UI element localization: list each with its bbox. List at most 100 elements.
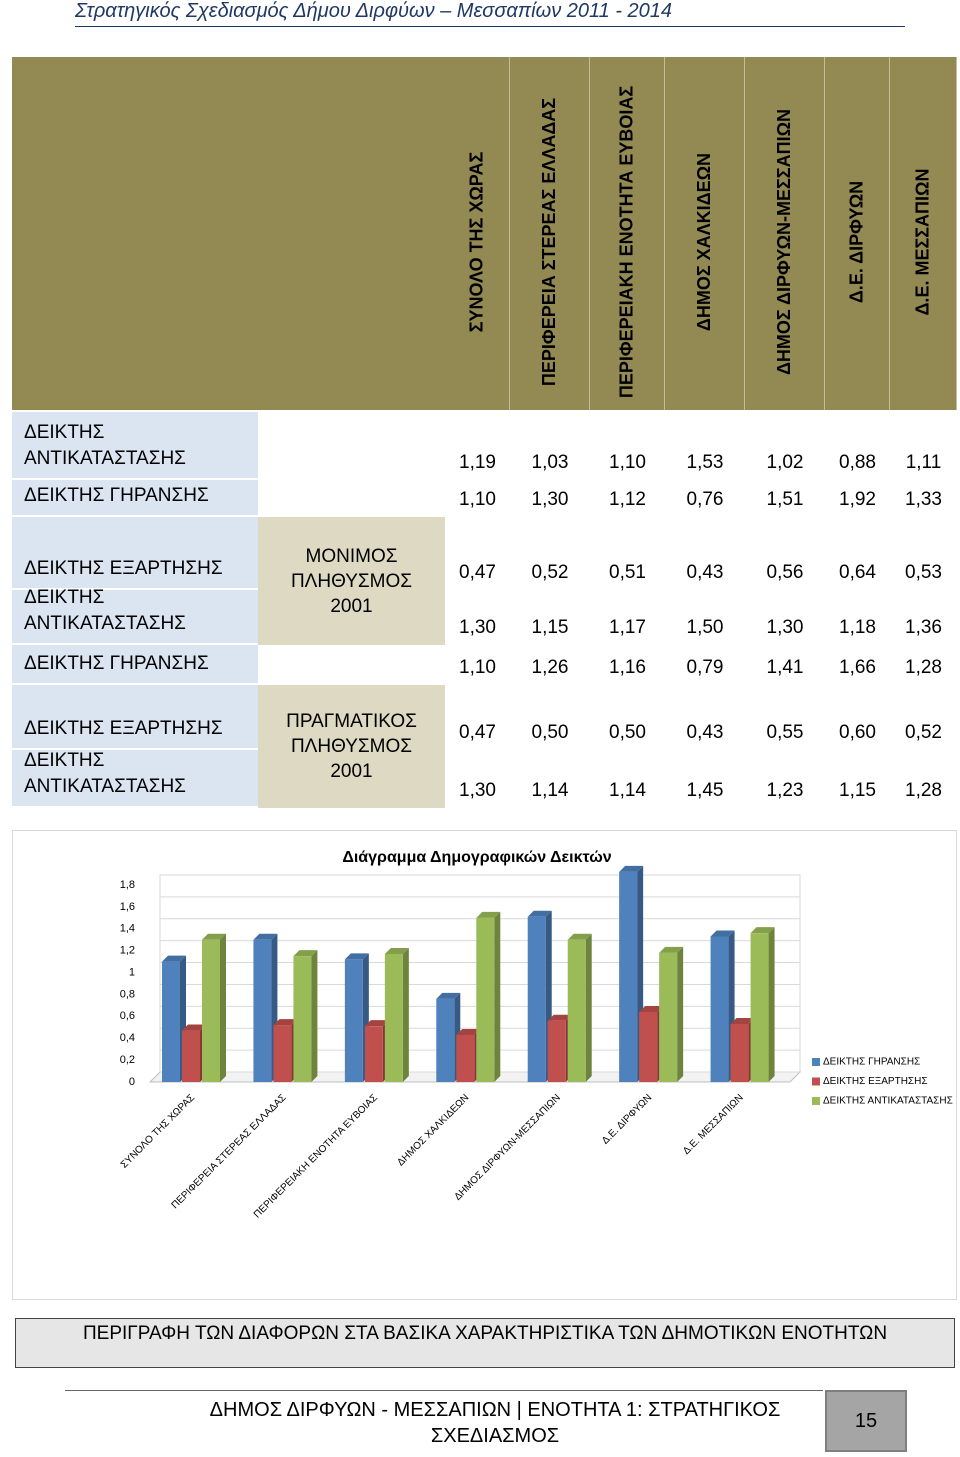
bar-top <box>293 950 318 957</box>
legend-swatch <box>812 1077 820 1086</box>
header-title: Στρατηγικός Σχεδιασμός Δήμου Διρφύων – Μ… <box>75 0 673 22</box>
bar-top <box>273 1019 298 1026</box>
cell-value: 0,47 <box>459 562 496 583</box>
cell-value: 0,47 <box>459 722 496 743</box>
bar <box>436 998 455 1082</box>
bar <box>182 1030 200 1082</box>
column-divider <box>509 57 510 410</box>
bar <box>619 871 638 1082</box>
header-band <box>12 57 957 410</box>
row-label: ΔΕΙΚΤΗΣ ΑΝΤΙΚΑΤΑΣΤΑΣΗΣ <box>12 587 258 645</box>
cell-value: 1,66 <box>839 657 876 678</box>
section-title: ΠΕΡΙΓΡΑΦΗ ΤΩΝ ΔΙΑΦΟΡΩΝ ΣΤΑ ΒΑΣΙΚΑ ΧΑΡΑΚΤ… <box>15 1318 955 1368</box>
column-header: ΣΥΝΟΛΟ ΤΗΣ ΧΩΡΑΣ <box>466 152 486 333</box>
cell-value: 1,41 <box>766 657 804 678</box>
cell-value: 1,30 <box>531 489 569 510</box>
bar <box>527 916 546 1082</box>
bar-top <box>476 911 501 918</box>
bar-side <box>311 950 318 1082</box>
y-tick-label: 1,2 <box>120 945 135 957</box>
bar <box>273 1025 292 1082</box>
legend-swatch <box>812 1058 820 1066</box>
x-tick-label: ΣΥΝΟΛΟ ΤΗΣ ΧΩΡΑΣ <box>119 1092 197 1170</box>
bar-side <box>768 927 775 1082</box>
bar-top <box>253 933 278 940</box>
cell-value: 1,02 <box>766 452 804 473</box>
cell-value: 0,60 <box>839 722 876 743</box>
bar <box>253 939 272 1082</box>
x-tick-label: ΔΗΜΟΣ ΔΙΡΦΥΩΝ-ΜΕΣΣΑΠΙΩΝ <box>452 1092 562 1202</box>
y-tick-label: 0,4 <box>120 1032 135 1044</box>
bar <box>202 939 220 1082</box>
bar-top <box>547 1014 572 1021</box>
legend-label: ΔΕΙΚΤΗΣ ΓΗΡΑΝΣΗΣ <box>823 1057 920 1068</box>
header-rule <box>75 26 905 27</box>
cell-value: 0,52 <box>905 722 942 743</box>
bar-top <box>750 927 775 934</box>
bar <box>364 1026 383 1082</box>
bar <box>476 917 495 1082</box>
cell-value: 1,51 <box>766 489 804 510</box>
cell-value: 1,92 <box>839 489 876 510</box>
group-label: ΠΡΑΓΜΑΤΙΚΟΣ ΠΛΗΘΥΣΜΟΣ 2001 <box>258 685 445 808</box>
y-tick-label: 1,8 <box>120 879 135 891</box>
legend-label: ΔΕΙΚΤΗΣ ΕΞΑΡΤΗΣΗΣ <box>823 1076 928 1087</box>
cell-value: 1,14 <box>531 780 569 801</box>
column-header: Δ.Ε. ΜΕΣΣΑΠΙΩΝ <box>912 169 932 316</box>
bar <box>456 1034 475 1082</box>
legend-label: ΔΕΙΚΤΗΣ ΑΝΤΙΚΑΤΑΣΤΑΣΗΣ <box>823 1096 953 1107</box>
cell-value: 1,03 <box>531 452 569 473</box>
bar-top <box>436 992 461 999</box>
column-divider <box>824 57 825 410</box>
bar-top <box>162 955 186 962</box>
cell-value: 1,33 <box>905 489 942 510</box>
cell-value: 1,50 <box>686 617 724 638</box>
cell-value: 1,10 <box>459 489 496 510</box>
cell-value: 1,15 <box>531 617 569 638</box>
bar-top <box>710 930 735 937</box>
cell-value: 1,26 <box>531 657 569 678</box>
cell-value: 0,53 <box>905 562 942 583</box>
cell-value: 1,17 <box>609 617 646 638</box>
cell-value: 0,52 <box>531 562 569 583</box>
column-header: ΔΗΜΟΣ ΔΙΡΦΥΩΝ-ΜΕΣΣΑΠΙΩΝ <box>774 109 794 375</box>
cell-value: 0,50 <box>609 722 646 743</box>
y-tick-label: 1 <box>129 966 135 978</box>
chart-title: Διάγραμμα Δημογραφικών Δεικτών <box>342 849 611 866</box>
bar-side <box>494 911 501 1082</box>
cell-value: 1,19 <box>459 452 496 473</box>
cell-value: 0,55 <box>766 722 804 743</box>
column-header: ΔΗΜΟΣ ΧΑΛΚΙΔΕΩΝ <box>694 153 714 331</box>
bar <box>659 952 678 1082</box>
legend-swatch <box>812 1097 820 1105</box>
bar-side <box>585 933 592 1082</box>
y-tick-label: 1,4 <box>120 923 135 935</box>
bar-top <box>567 933 592 940</box>
column-divider <box>664 57 665 410</box>
y-tick-label: 0,8 <box>120 988 135 1000</box>
cell-value: 1,30 <box>459 617 496 638</box>
bar-top <box>384 947 409 954</box>
bar <box>567 939 586 1082</box>
cell-value: 1,10 <box>609 452 646 473</box>
cell-value: 0,88 <box>839 452 876 473</box>
bar <box>730 1023 749 1082</box>
bar <box>344 959 363 1082</box>
bar-top <box>619 865 644 872</box>
chart-frame <box>12 830 957 1300</box>
column-header: Δ.Ε. ΔΙΡΦΥΩΝ <box>846 181 866 303</box>
chart: Διάγραμμα Δημογραφικών Δεικτών ΣΥΝΟΛΟ ΤΗ… <box>119 86 953 1221</box>
row-label: ΔΕΙΚΤΗΣ ΕΞΑΡΤΗΣΗΣ <box>12 517 258 590</box>
y-tick-label: 0 <box>129 1076 135 1088</box>
bar <box>710 936 729 1082</box>
bar-side <box>677 946 684 1082</box>
cell-value: 0,51 <box>609 562 646 583</box>
bar-top <box>730 1017 755 1024</box>
column-divider <box>589 57 590 410</box>
y-tick-label: 0,2 <box>120 1054 135 1066</box>
column-header: ΠΕΡΙΦΕΡΕΙΑΚΗ ΕΝΟΤΗΤΑ ΕΥΒΟΙΑΣ <box>616 86 636 398</box>
bar-top <box>364 1020 389 1027</box>
x-tick-label: ΔΗΜΟΣ ΧΑΛΚΙΔΕΩΝ <box>395 1092 471 1168</box>
row-label: ΔΕΙΚΤΗΣ ΑΝΤΙΚΑΤΑΣΤΑΣΗΣ <box>12 412 258 480</box>
